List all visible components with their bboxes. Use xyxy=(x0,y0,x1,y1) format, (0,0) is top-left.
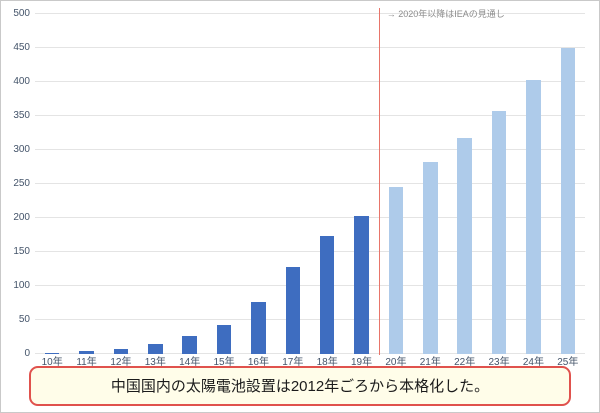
bar xyxy=(285,266,301,354)
bar-cell xyxy=(207,14,241,354)
bar xyxy=(44,352,60,354)
y-axis-label: 350 xyxy=(13,110,30,121)
bar-cell xyxy=(173,14,207,354)
bar-cell xyxy=(69,14,103,354)
gridline xyxy=(35,81,585,82)
y-axis: 0 50 100 150 200 250 300 350 400 450 500 xyxy=(7,9,35,359)
plot-area: → 2020年以降はIEAの見通し xyxy=(35,8,585,355)
gridline xyxy=(35,217,585,218)
bar-cell xyxy=(413,14,447,354)
bar xyxy=(182,335,197,354)
x-axis-label: 25年 xyxy=(557,357,579,368)
bar xyxy=(423,161,438,354)
bar xyxy=(216,325,232,354)
caption-box: 中国国内の太陽電池設置は2012年ごろから本格化した。 xyxy=(29,366,571,406)
bar-chart: 0 50 100 150 200 250 300 350 400 450 500 → 2020年以降… xyxy=(1,1,599,371)
bar xyxy=(457,137,472,354)
x-axis-label: 11年 xyxy=(76,357,97,368)
bar-cell xyxy=(551,14,585,354)
bar xyxy=(388,187,404,354)
x-axis-label: 24年 xyxy=(522,357,544,368)
bar xyxy=(491,111,507,354)
gridline xyxy=(35,13,585,14)
gridline xyxy=(35,115,585,116)
bar-cell xyxy=(516,14,550,354)
x-axis-label: 13年 xyxy=(144,357,166,368)
bar xyxy=(560,48,576,354)
x-axis-label: 21年 xyxy=(419,357,441,368)
bar-cell xyxy=(482,14,516,354)
y-axis-label: 450 xyxy=(13,42,30,53)
y-axis-label: 0 xyxy=(24,348,30,359)
forecast-annotation: → 2020年以降はIEAの見通し xyxy=(386,9,505,19)
y-axis-label: 100 xyxy=(13,280,30,291)
bar-cell xyxy=(379,14,413,354)
y-axis-label: 500 xyxy=(13,8,30,19)
y-axis-label: 150 xyxy=(13,246,30,257)
bar xyxy=(79,351,94,354)
gridline xyxy=(35,353,585,354)
bar xyxy=(354,215,369,354)
x-axis-label: 19年 xyxy=(351,357,373,368)
gridline xyxy=(35,285,585,286)
bar-cell xyxy=(35,14,69,354)
gridline xyxy=(35,183,585,184)
x-axis-label: 20年 xyxy=(385,357,407,368)
bar xyxy=(113,349,129,354)
caption-text: 中国国内の太陽電池設置は2012年ごろから本格化した。 xyxy=(110,378,490,395)
bar-cell xyxy=(448,14,482,354)
y-axis-label: 250 xyxy=(13,178,30,189)
x-axis-label: 12年 xyxy=(110,357,132,368)
bars-container xyxy=(35,14,585,354)
gridline xyxy=(35,319,585,320)
x-axis-label: 10年 xyxy=(41,357,63,368)
plot-column: → 2020年以降はIEAの見通し 10年 11年 12年 13年 14年 15年 16年 1… xyxy=(35,8,585,371)
x-axis-label: 15年 xyxy=(213,357,235,368)
bar xyxy=(526,79,541,354)
gridline xyxy=(35,149,585,150)
bar-cell xyxy=(276,14,310,354)
y-axis-label: 400 xyxy=(13,76,30,87)
gridline xyxy=(35,251,585,252)
bar-cell xyxy=(241,14,275,354)
y-axis-label: 200 xyxy=(13,212,30,223)
gridline xyxy=(35,47,585,48)
x-axis: 10年 11年 12年 13年 14年 15年 16年 17年 18年 19年 20年 21年 22年 2… xyxy=(35,354,585,371)
x-axis-label: 17年 xyxy=(282,357,304,368)
y-axis-label: 300 xyxy=(13,144,30,155)
bar xyxy=(251,302,266,354)
x-axis-label: 22年 xyxy=(454,357,476,368)
bar-cell xyxy=(138,14,172,354)
bar-cell xyxy=(310,14,344,354)
bar xyxy=(319,235,335,354)
x-axis-label: 18年 xyxy=(316,357,338,368)
bar-cell xyxy=(104,14,138,354)
forecast-divider-line xyxy=(378,8,380,355)
x-axis-label: 14年 xyxy=(179,357,201,368)
x-axis-label: 16年 xyxy=(247,357,269,368)
y-axis-label: 50 xyxy=(18,314,30,325)
x-axis-label: 23年 xyxy=(488,357,510,368)
bar xyxy=(148,343,163,354)
bar-cell xyxy=(344,14,378,354)
